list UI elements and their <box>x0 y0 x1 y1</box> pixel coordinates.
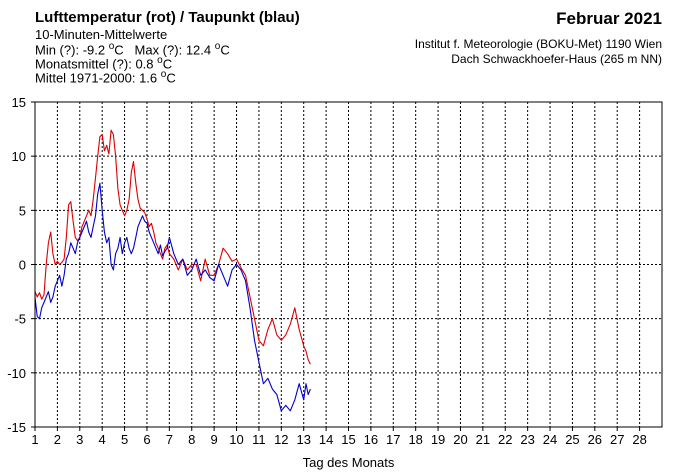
x-tick-label: 9 <box>211 432 218 447</box>
monthly-value: 0.8 <box>135 56 154 72</box>
climate-mean-line: Mittel 1971-2000: 1.6 oC <box>35 69 176 86</box>
x-tick-label: 24 <box>543 432 557 447</box>
institute-line-1: Institut f. Meteorologie (BOKU-Met) 1190… <box>414 37 662 51</box>
monthly-mean-line: Monatsmittel (?): 0.8 oC <box>35 55 173 72</box>
min-label: Min (?): <box>35 42 80 58</box>
x-tick-label: 27 <box>610 432 624 447</box>
grid <box>35 102 662 427</box>
x-tick-label: 13 <box>296 432 310 447</box>
x-tick-label: 5 <box>121 432 128 447</box>
x-tick-label: 17 <box>386 432 400 447</box>
degree-sign: o <box>160 69 167 80</box>
y-tick-label: -5 <box>14 312 26 327</box>
x-tick-label: 19 <box>431 432 445 447</box>
x-tick-label: 4 <box>99 432 106 447</box>
climate-value: 1.6 <box>139 70 158 86</box>
x-tick-label: 10 <box>229 432 243 447</box>
x-tick-label: 22 <box>498 432 512 447</box>
x-tick-label: 28 <box>632 432 646 447</box>
y-tick-label: 10 <box>12 149 26 164</box>
x-tick-label: 25 <box>565 432 579 447</box>
x-tick-label: 11 <box>252 432 266 447</box>
x-tick-label: 6 <box>143 432 150 447</box>
x-tick-label: 14 <box>319 432 333 447</box>
chart-subtitle: 10-Minuten-Mittelwerte <box>35 27 168 42</box>
y-tick-label: 5 <box>19 203 26 218</box>
min-value: -9.2 <box>82 42 106 58</box>
y-tick-label: 15 <box>12 95 26 110</box>
institute-line-2: Dach Schwackhoefer-Haus (265 m NN) <box>451 52 662 66</box>
min-max-line: Min (?): -9.2 oC Max (?): 12.4 oC <box>35 41 230 58</box>
y-tick-label: -10 <box>7 366 26 381</box>
x-tick-label: 12 <box>274 432 288 447</box>
unit-celsius: C <box>166 70 176 86</box>
unit-celsius: C <box>162 56 173 72</box>
max-value: 12.4 <box>185 42 212 58</box>
monthly-label: Monatsmittel (?): <box>35 56 132 72</box>
chart-title: Lufttemperatur (rot) / Taupunkt (blau) <box>35 9 300 26</box>
temperature-series <box>34 129 311 365</box>
x-axis-label: Tag des Monats <box>303 455 395 470</box>
series-group <box>34 129 311 412</box>
x-tick-label: 21 <box>476 432 490 447</box>
unit-celsius: C <box>220 42 230 58</box>
x-tick-label: 20 <box>453 432 467 447</box>
x-tick-label: 1 <box>31 432 38 447</box>
degree-sign: o <box>214 41 221 52</box>
x-tick-label: 7 <box>166 432 173 447</box>
x-tick-label: 26 <box>588 432 602 447</box>
unit-celsius: C <box>114 42 124 58</box>
x-tick-label: 23 <box>520 432 534 447</box>
x-tick-label: 16 <box>364 432 378 447</box>
degree-sign: o <box>108 41 115 52</box>
x-tick-label: 2 <box>54 432 61 447</box>
month-label: Februar 2021 <box>556 9 662 28</box>
x-tick-label: 15 <box>341 432 355 447</box>
degree-sign: o <box>157 55 163 66</box>
y-tick-label: 0 <box>19 258 26 273</box>
dewpoint-series <box>34 182 311 412</box>
x-tick-label: 8 <box>188 432 195 447</box>
ticks: 1 2 3 4 5 6 7 8 9 10 11 12 13 14 15 16 17 18 19 20 21 22 23 24 2… <box>7 95 647 447</box>
x-tick-label: 18 <box>408 432 422 447</box>
climate-label: Mittel 1971-2000: <box>35 70 136 86</box>
x-tick-label: 3 <box>76 432 83 447</box>
max-label: Max (?): <box>134 42 183 58</box>
y-tick-label: -15 <box>7 420 26 435</box>
